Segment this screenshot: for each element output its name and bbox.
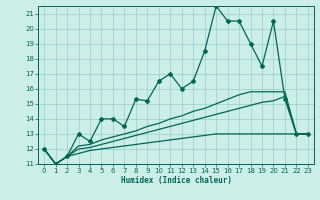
- X-axis label: Humidex (Indice chaleur): Humidex (Indice chaleur): [121, 176, 231, 185]
